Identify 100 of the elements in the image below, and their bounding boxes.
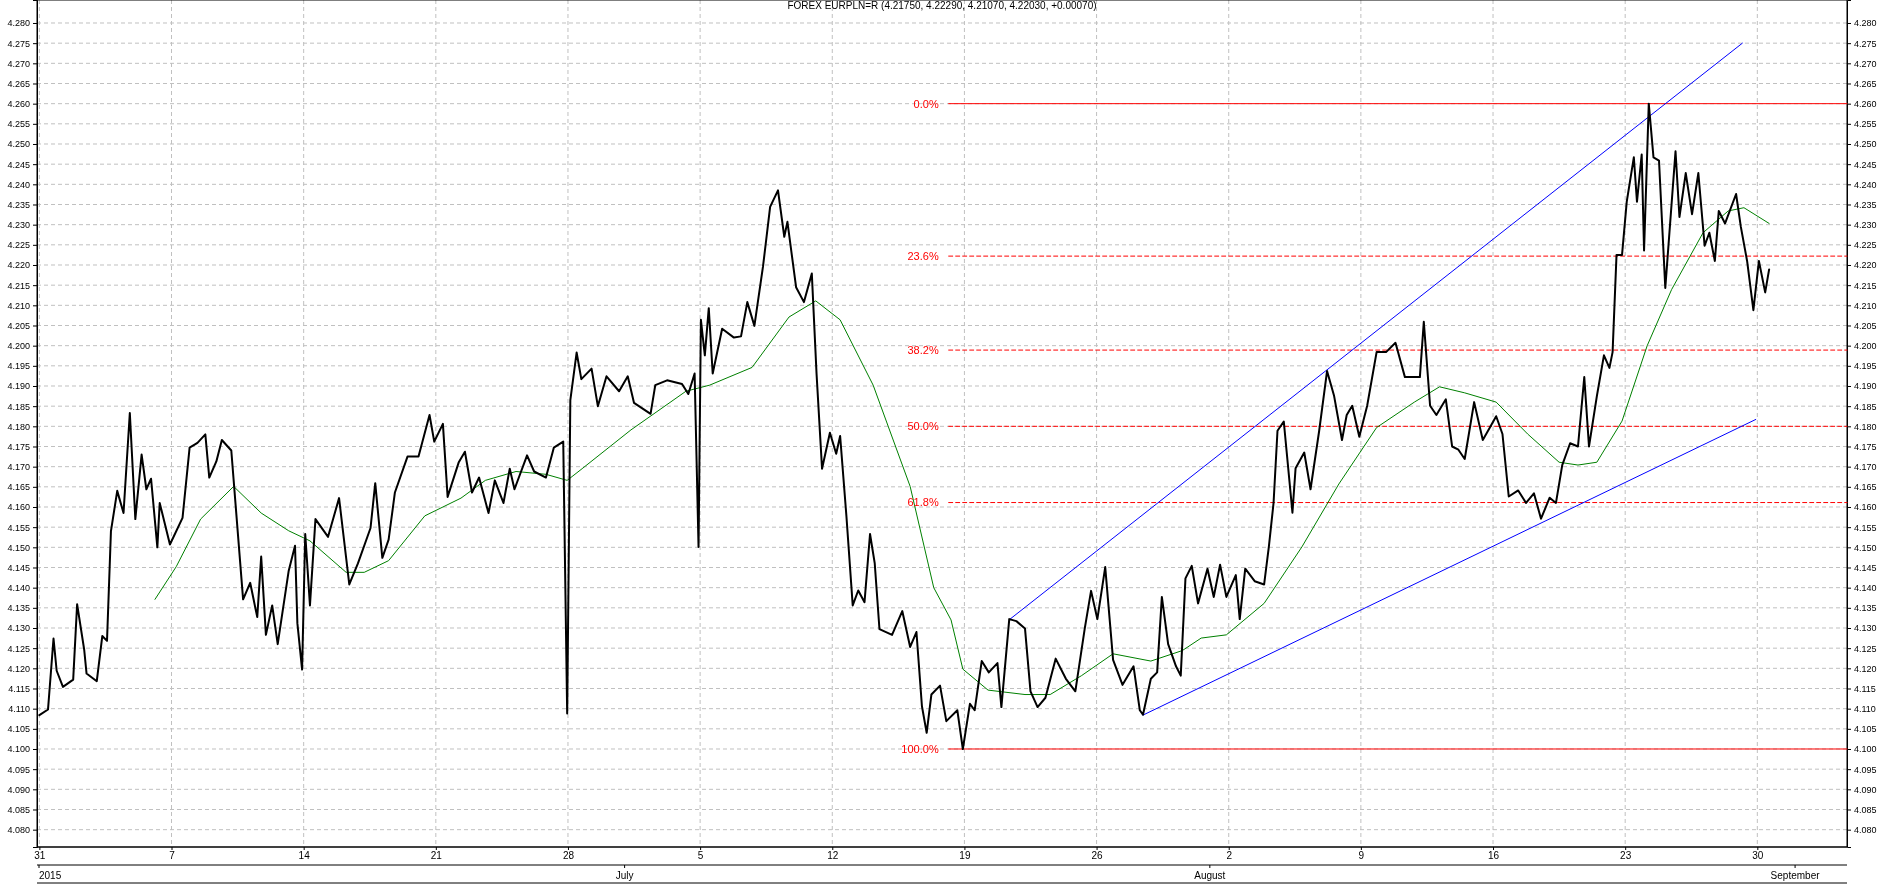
y2-tick-label: 4.085: [1854, 804, 1877, 815]
y2-tick-label: 4.265: [1854, 78, 1877, 89]
y2-tick-label: 4.235: [1854, 199, 1877, 210]
y-tick-label: 4.235: [7, 199, 30, 210]
text: August: [1194, 870, 1226, 881]
y-tick-label: 4.080: [7, 825, 30, 836]
y2-tick-label: 4.135: [1854, 603, 1877, 614]
y-tick-label: 4.160: [7, 502, 30, 513]
y2-tick-label: 4.275: [1854, 38, 1877, 49]
y2-tick-label: 4.250: [1854, 139, 1877, 150]
text: July: [615, 870, 634, 881]
y-tick-label: 4.180: [7, 421, 30, 432]
y-tick-label: 4.150: [7, 542, 30, 553]
y-tick-label: 4.155: [7, 522, 30, 533]
y2-tick-label: 4.205: [1854, 320, 1877, 331]
y2-tick-label: 4.155: [1854, 522, 1877, 533]
y-tick-label: 4.120: [7, 663, 30, 674]
annotation: 100.0%: [901, 742, 939, 755]
y-tick-label: 4.125: [7, 643, 30, 654]
annotation: 50.0%: [907, 420, 939, 433]
annotation: 0.0%: [913, 97, 939, 110]
y-tick-label: 4.280: [7, 18, 30, 29]
x-tick-label: 2: [1226, 850, 1233, 862]
y2-tick-label: 4.225: [1854, 240, 1877, 251]
y-tick-label: 4.270: [7, 58, 30, 69]
y2-tick-label: 4.255: [1854, 119, 1877, 130]
x-tick-label: 7: [169, 850, 176, 862]
y-tick-label: 4.200: [7, 341, 30, 352]
y-tick-label: 4.275: [7, 38, 30, 49]
y2-tick-label: 4.200: [1854, 341, 1877, 352]
x-tick-label: 23: [1620, 850, 1632, 862]
y-tick-label: 4.190: [7, 381, 30, 392]
y2-tick-label: 4.280: [1854, 18, 1877, 29]
y2-tick-label: 4.175: [1854, 441, 1877, 452]
y2-tick-label: 4.145: [1854, 562, 1877, 573]
y-tick-label: 4.250: [7, 139, 30, 150]
y-tick-label: 4.170: [7, 462, 30, 473]
y2-tick-label: 4.215: [1854, 280, 1877, 291]
y-tick-label: 4.215: [7, 280, 30, 291]
y-tick-label: 4.220: [7, 260, 30, 271]
y2-tick-label: 4.165: [1854, 482, 1877, 493]
y-tick-label: 4.225: [7, 240, 30, 251]
annotation: 38.2%: [907, 343, 939, 356]
y2-tick-label: 4.150: [1854, 542, 1877, 553]
y-tick-label: 4.260: [7, 99, 30, 110]
y2-tick-label: 4.110: [1854, 704, 1876, 715]
y2-tick-label: 4.270: [1854, 58, 1877, 69]
x-tick-label: 12: [827, 850, 839, 862]
y-tick-label: 4.140: [7, 583, 30, 594]
y-tick-label: 4.115: [8, 683, 30, 694]
y2-tick-label: 4.080: [1854, 825, 1877, 836]
y-tick-label: 4.255: [7, 119, 30, 130]
x-tick-label: 9: [1358, 850, 1365, 862]
y2-tick-label: 4.090: [1854, 784, 1877, 795]
x-tick-label: 14: [298, 850, 311, 862]
text: 2015: [39, 870, 62, 881]
y2-tick-label: 4.240: [1854, 179, 1877, 190]
y-tick-label: 4.130: [7, 623, 30, 634]
y-tick-label: 4.205: [7, 320, 30, 331]
x-tick-label: 30: [1752, 850, 1764, 862]
y2-tick-label: 4.190: [1854, 381, 1877, 392]
y2-tick-label: 4.125: [1854, 643, 1877, 654]
y-tick-label: 4.100: [7, 744, 30, 755]
y-tick-label: 4.165: [7, 482, 30, 493]
x-tick-label: 5: [697, 850, 704, 862]
y-tick-label: 4.245: [7, 159, 30, 170]
text: September: [1770, 870, 1821, 881]
x-tick-label: 31: [34, 850, 46, 862]
x-tick-label: 28: [562, 850, 575, 862]
x-tick-label: 26: [1091, 850, 1104, 862]
y-tick-label: 4.105: [7, 724, 30, 735]
y-tick-label: 4.095: [7, 764, 30, 775]
y-tick-label: 4.185: [7, 401, 30, 412]
y2-tick-label: 4.210: [1854, 300, 1877, 311]
y-tick-label: 4.135: [7, 603, 30, 614]
y-tick-label: 4.210: [7, 300, 30, 311]
y-tick-label: 4.230: [7, 220, 30, 231]
annotation: 23.6%: [907, 249, 939, 262]
y-tick-label: 4.195: [7, 361, 30, 372]
y-tick-label: 4.110: [8, 704, 30, 715]
x-tick-label: 16: [1487, 850, 1500, 862]
y2-tick-label: 4.195: [1854, 361, 1877, 372]
y-tick-label: 4.240: [7, 179, 30, 190]
y-tick-label: 4.085: [7, 804, 30, 815]
y2-tick-label: 4.095: [1854, 764, 1877, 775]
y2-tick-label: 4.180: [1854, 421, 1877, 432]
x-tick-label: 19: [959, 850, 971, 862]
y2-tick-label: 4.115: [1854, 683, 1876, 694]
chart-title: FOREX EURPLN=R (4.21750, 4.22290, 4.21070, 4.22030, +0.00070): [787, 0, 1097, 11]
y2-tick-label: 4.220: [1854, 260, 1877, 271]
y2-tick-label: 4.140: [1854, 583, 1877, 594]
y2-tick-label: 4.245: [1854, 159, 1877, 170]
y2-tick-label: 4.260: [1854, 99, 1877, 110]
y2-tick-label: 4.130: [1854, 623, 1877, 634]
y2-tick-label: 4.160: [1854, 502, 1877, 513]
y-tick-label: 4.090: [7, 784, 30, 795]
y2-tick-label: 4.230: [1854, 220, 1877, 231]
y-tick-label: 4.145: [7, 562, 30, 573]
y2-tick-label: 4.170: [1854, 462, 1877, 473]
y2-tick-label: 4.120: [1854, 663, 1877, 674]
